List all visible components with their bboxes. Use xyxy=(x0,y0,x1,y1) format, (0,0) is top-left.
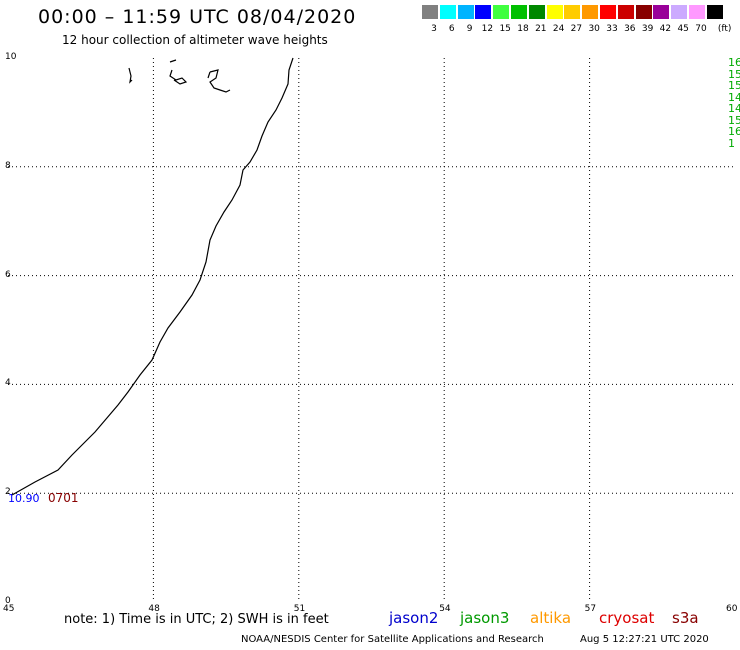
legend-swatch xyxy=(582,5,599,19)
island-middle xyxy=(169,59,188,85)
legend-swatch xyxy=(617,5,634,19)
legend-label: 12 xyxy=(481,24,494,34)
legend-unit: (ft) xyxy=(717,24,732,34)
legend-swatch xyxy=(493,5,510,19)
satellite-name: jason3 xyxy=(460,609,510,627)
legend-label: 70 xyxy=(695,24,707,34)
y-tick-label: 2 xyxy=(5,487,11,498)
x-tick-label: 54 xyxy=(439,604,451,614)
edge-wave-value: 16. xyxy=(728,56,740,69)
x-tick-label: 51 xyxy=(293,604,306,614)
legend-swatch xyxy=(439,5,456,19)
x-tick-label: 48 xyxy=(148,604,160,614)
legend-label: 27 xyxy=(570,24,583,34)
legend-label: 45 xyxy=(677,24,689,34)
legend-label: 33 xyxy=(606,24,618,34)
legend-swatch xyxy=(457,5,474,19)
legend-swatch xyxy=(528,5,545,19)
y-tick-label: 8 xyxy=(5,160,11,171)
wave-height-value-label: 10.90 xyxy=(8,492,40,505)
generated-timestamp: Aug 5 12:27:21 UTC 2020 xyxy=(580,634,709,645)
map-title: 00:00 – 11:59 UTC 08/04/2020 xyxy=(38,6,357,28)
legend-label: 9 xyxy=(466,24,473,34)
legend-swatch xyxy=(511,5,527,19)
y-tick-label: 4 xyxy=(5,378,11,389)
legend-swatch xyxy=(422,5,438,19)
credit-text: NOAA/NESDIS Center for Satellite Applica… xyxy=(241,634,544,645)
legend-label: 18 xyxy=(517,24,529,34)
legend-label: 21 xyxy=(535,24,547,34)
coastline xyxy=(11,57,294,496)
edge-wave-value: 14 xyxy=(728,102,740,115)
legend-swatch xyxy=(671,5,688,19)
legend-swatch xyxy=(546,5,563,19)
x-tick-label: 57 xyxy=(584,604,597,614)
island-left xyxy=(128,67,133,84)
x-tick-label: 45 xyxy=(3,604,15,614)
legend-swatch xyxy=(475,5,492,19)
y-tick-label: 0 xyxy=(5,596,11,606)
legend-label: 3 xyxy=(431,24,437,34)
legend-swatch xyxy=(653,5,670,19)
legend-label: 36 xyxy=(624,24,636,34)
legend-label: 24 xyxy=(552,24,565,34)
edge-wave-value: 15 xyxy=(728,67,740,81)
legend-label: 15 xyxy=(499,24,511,34)
legend-swatch xyxy=(706,5,723,19)
map-subtitle: 12 hour collection of altimeter wave hei… xyxy=(62,33,328,47)
edge-wave-value: 14 xyxy=(728,90,740,104)
edge-wave-value: 15 xyxy=(728,113,740,127)
satellite-name: s3a xyxy=(672,609,699,627)
edge-wave-value: 1 xyxy=(728,136,735,150)
edge-wave-value: 15 xyxy=(728,79,740,92)
legend-swatch xyxy=(635,5,652,19)
edge-wave-value: 16 xyxy=(728,125,740,138)
y-tick-label: 10 xyxy=(5,52,17,62)
y-tick-label: 6 xyxy=(5,269,11,280)
island-right xyxy=(207,69,231,93)
footer-note: note: 1) Time is in UTC; 2) SWH is in fe… xyxy=(64,612,329,627)
legend-label: 6 xyxy=(448,24,455,34)
x-tick-label: 60 xyxy=(726,604,738,614)
legend-label: 42 xyxy=(659,24,672,34)
satellite-name: altika xyxy=(530,609,572,627)
legend-label: 30 xyxy=(588,24,600,34)
pass-time-label: 0701 xyxy=(48,491,79,505)
satellite-name: jason2 xyxy=(389,609,439,627)
legend-swatch xyxy=(689,5,705,19)
legend-swatch xyxy=(564,5,581,19)
satellite-name: cryosat xyxy=(599,609,655,627)
map-grid xyxy=(8,58,735,602)
legend-swatch xyxy=(600,5,616,19)
legend-label: 39 xyxy=(641,24,654,34)
